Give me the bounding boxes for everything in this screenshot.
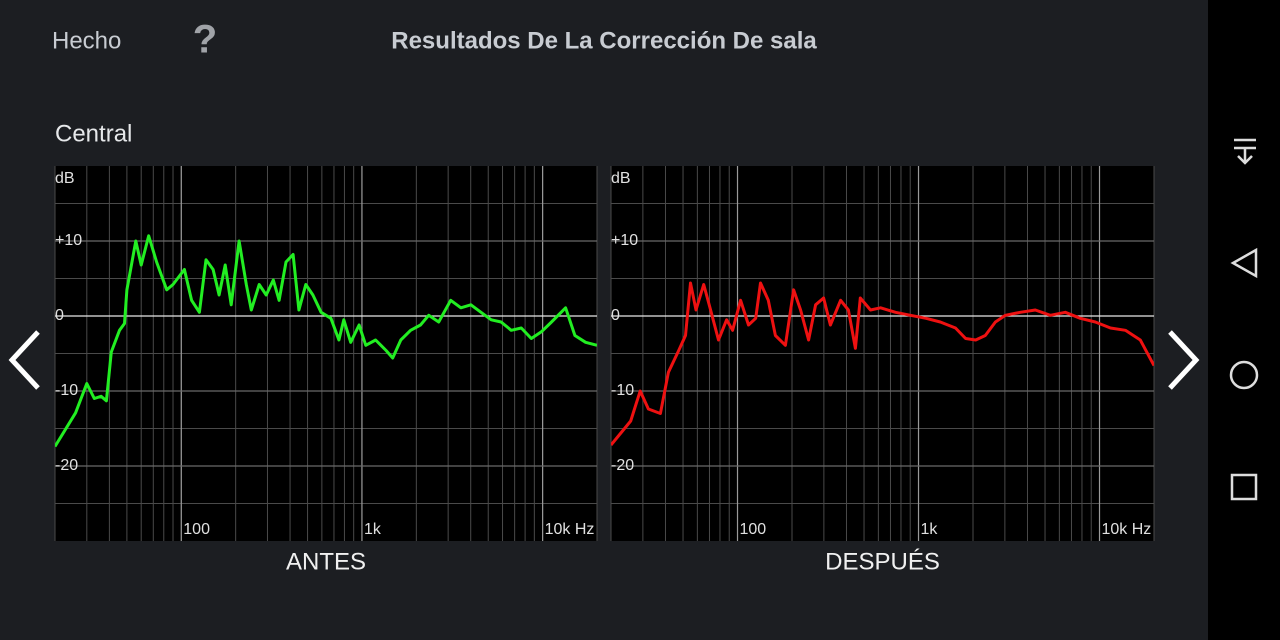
chart-title: ANTES — [286, 548, 366, 575]
y-axis-label: dB — [611, 170, 631, 187]
x-tick-label: 100 — [183, 521, 210, 538]
x-tick-label: 1k — [364, 521, 382, 538]
y-tick-label: +10 — [611, 232, 638, 249]
data-line — [611, 281, 1154, 446]
x-tick-label: 10k Hz — [1102, 521, 1152, 538]
y-tick-label: +10 — [55, 232, 82, 249]
nav-back[interactable] — [1230, 247, 1258, 279]
page-title: Resultados De La Corrección De sala — [391, 27, 817, 54]
y-tick-label: 0 — [55, 307, 64, 324]
nav-notifications[interactable] — [1234, 138, 1256, 165]
nav-icons — [1229, 138, 1259, 501]
nav-home[interactable] — [1229, 360, 1259, 390]
done-button[interactable]: Hecho — [52, 27, 121, 54]
chart-title: DESPUÉS — [825, 548, 940, 575]
y-tick-label: -10 — [55, 382, 78, 399]
y-tick-label: -20 — [55, 457, 78, 474]
x-tick-label: 10k Hz — [545, 521, 595, 538]
next-arrow[interactable] — [1168, 330, 1200, 390]
y-tick-label: -20 — [611, 457, 634, 474]
y-tick-label: -10 — [611, 382, 634, 399]
x-tick-label: 1k — [921, 521, 939, 538]
chart: 100 1k 10k Hz +10 0 -10 -20 dB DESPUÉS — [610, 166, 1155, 575]
chart: 100 1k 10k Hz +10 0 -10 -20 dB ANTES — [54, 166, 598, 575]
x-tick-label: 100 — [740, 521, 767, 538]
y-axis-label: dB — [55, 170, 75, 187]
prev-arrow[interactable] — [8, 330, 40, 390]
nav-recents[interactable] — [1230, 473, 1258, 501]
section-title: Central — [55, 120, 132, 147]
nav-bar — [1208, 0, 1280, 640]
help-button[interactable]: ? — [193, 18, 217, 62]
data-line — [55, 234, 597, 448]
y-tick-label: 0 — [611, 307, 620, 324]
